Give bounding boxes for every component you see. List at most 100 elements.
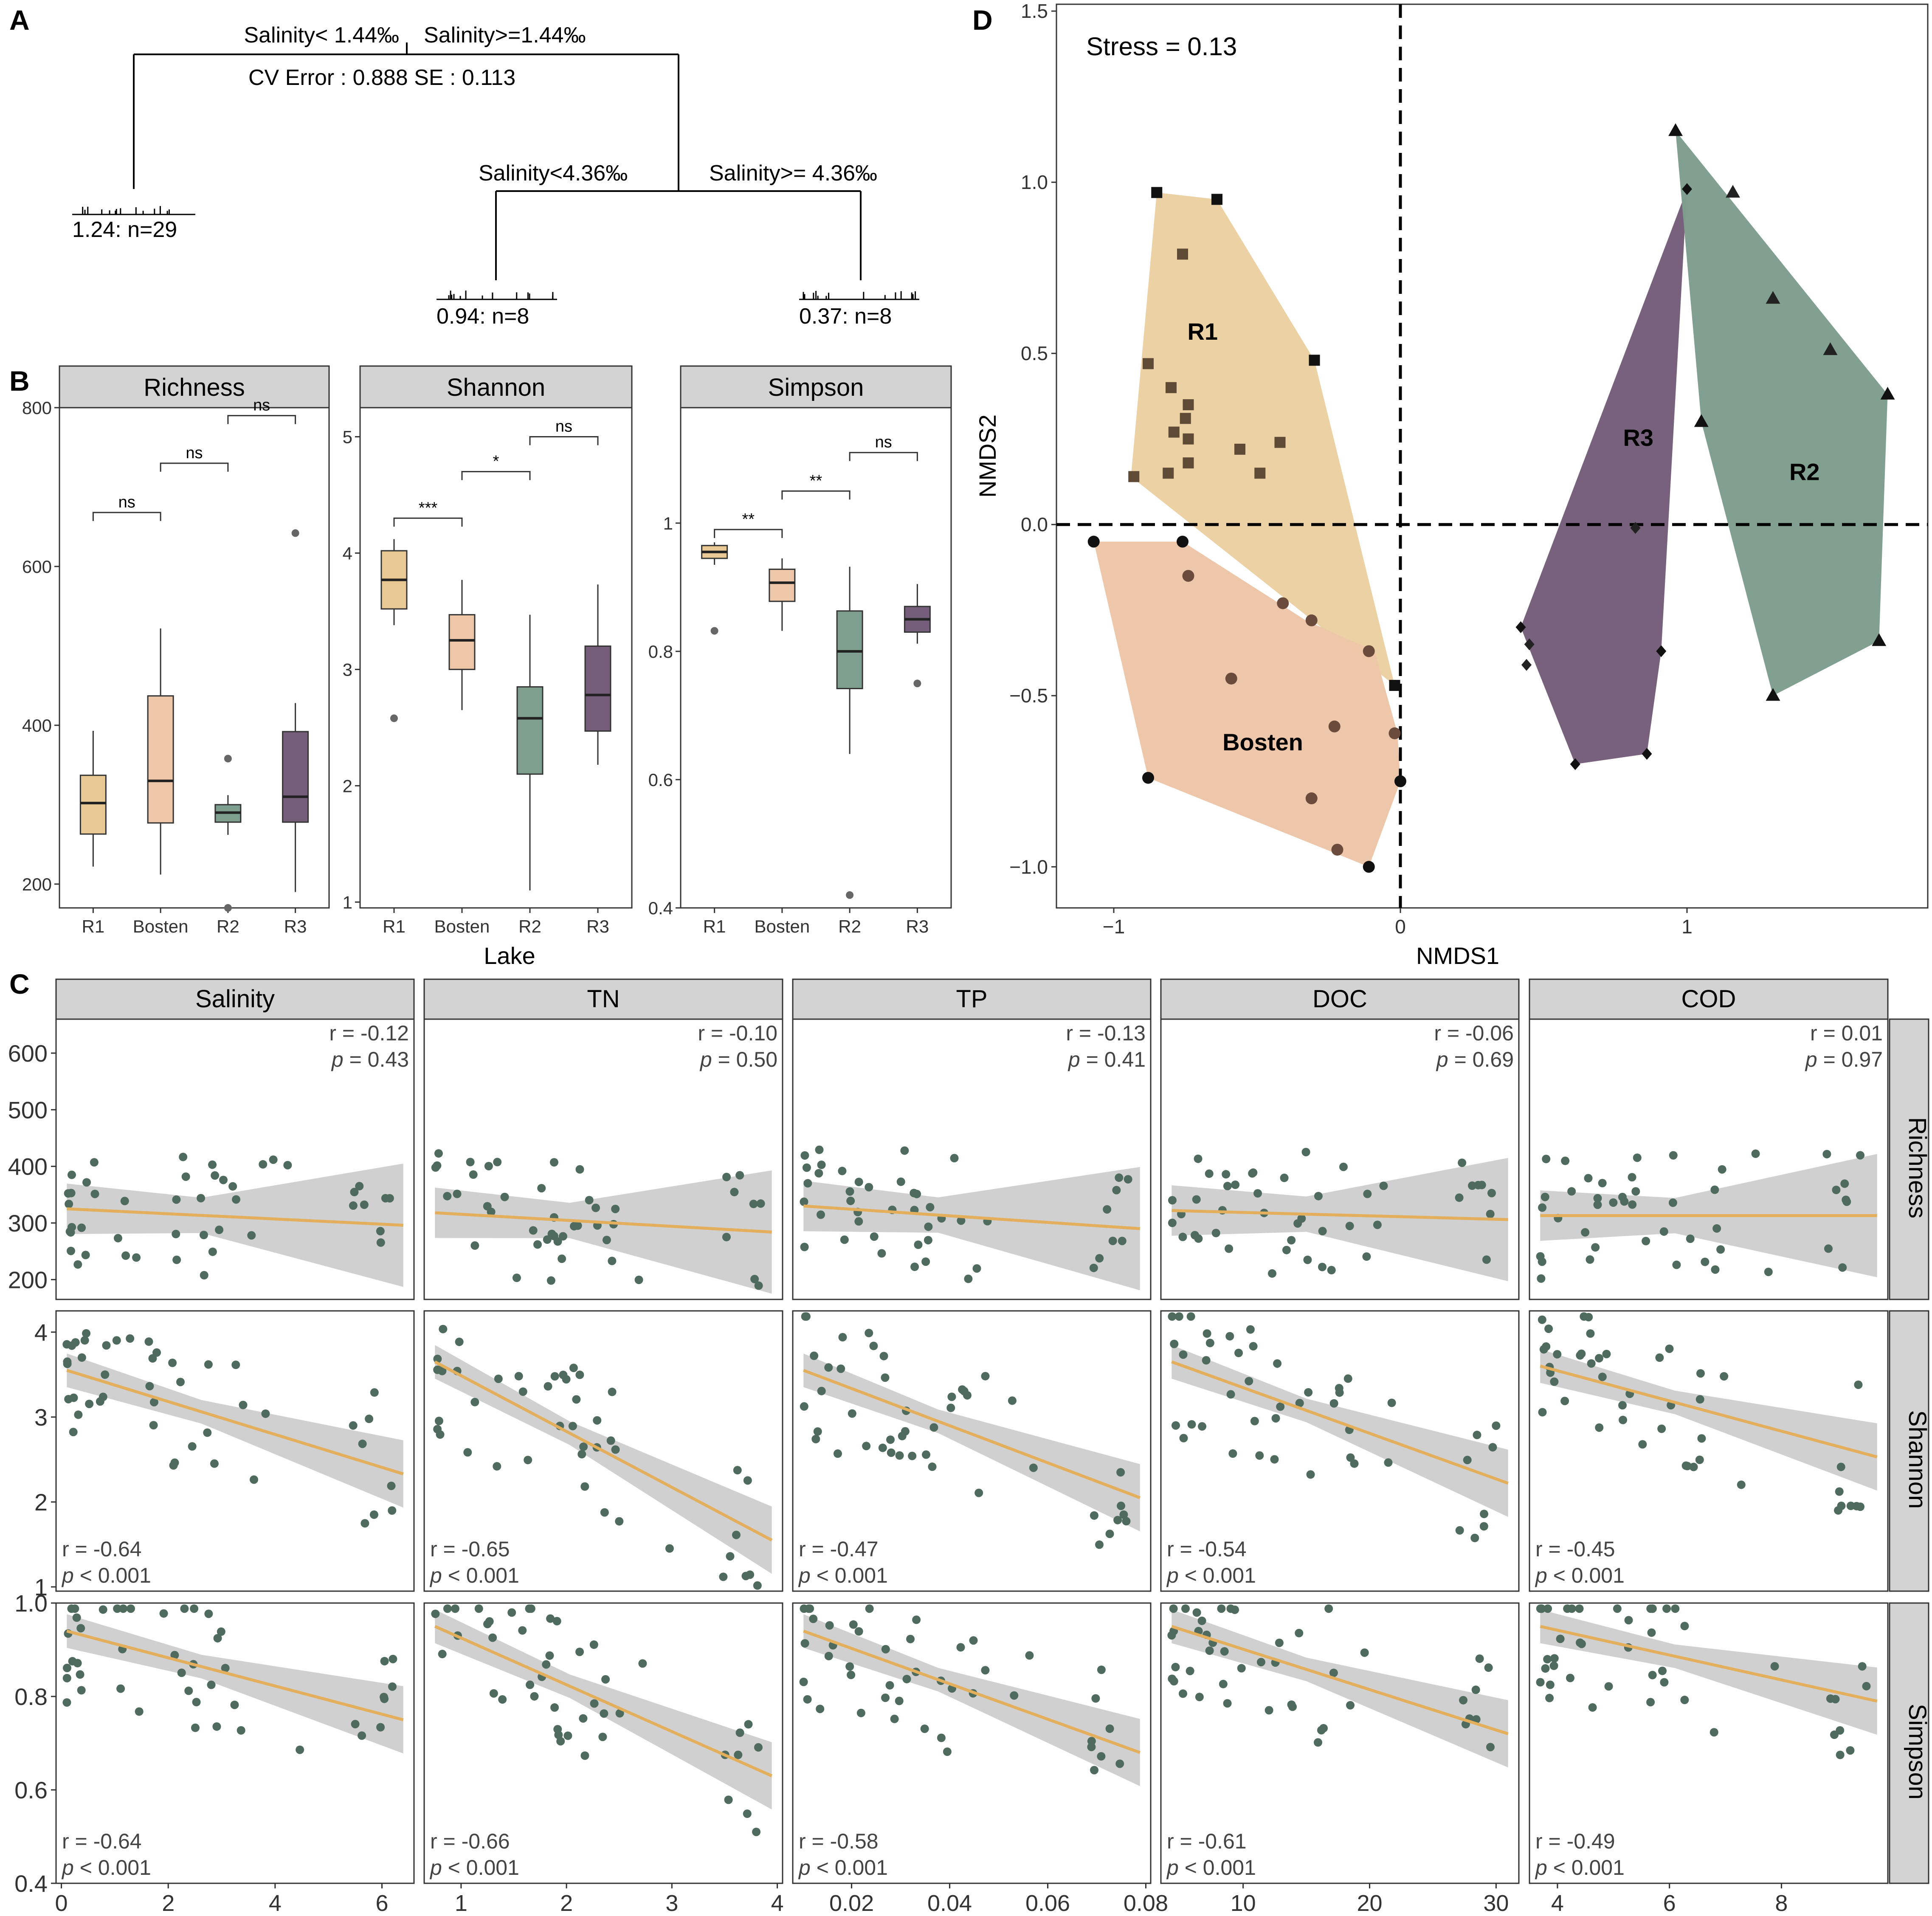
p-symbol: p <box>61 1856 74 1879</box>
data-point <box>365 1414 374 1423</box>
x-tick-label: 6 <box>375 1891 388 1916</box>
data-point <box>981 1666 990 1675</box>
data-point <box>1486 1743 1495 1752</box>
data-point <box>1541 1192 1549 1201</box>
data-point <box>1588 1703 1597 1712</box>
hull-bosten <box>1093 541 1400 867</box>
point-square <box>1183 433 1194 445</box>
column-title: TN <box>587 985 620 1013</box>
data-point <box>550 1703 559 1712</box>
data-point <box>577 1450 586 1459</box>
point-diamond <box>1642 748 1652 760</box>
data-point <box>887 1448 896 1457</box>
data-point <box>1197 1616 1206 1625</box>
data-point <box>1169 1604 1178 1613</box>
data-point <box>906 1634 915 1643</box>
data-point <box>1112 1186 1121 1195</box>
data-point <box>803 1695 812 1704</box>
data-point <box>470 1398 479 1406</box>
data-point <box>1267 1269 1276 1278</box>
point-triangle <box>1823 342 1838 355</box>
data-point <box>754 1281 763 1290</box>
x-tick-label: R3 <box>906 916 929 936</box>
data-point <box>1720 1372 1729 1381</box>
data-point <box>219 1175 228 1184</box>
data-point <box>1631 1187 1640 1196</box>
outlier-point <box>291 529 299 537</box>
y-tick-label: 3 <box>34 1404 48 1431</box>
data-point <box>1468 1181 1477 1190</box>
data-point <box>1329 1399 1338 1408</box>
data-point <box>507 1608 516 1617</box>
data-point <box>910 1262 919 1271</box>
outlier-point <box>224 755 232 763</box>
data-point <box>71 1338 80 1347</box>
data-point <box>380 1693 389 1702</box>
p-symbol: p <box>1067 1048 1080 1071</box>
data-point <box>1346 1701 1355 1710</box>
data-point <box>489 1689 498 1698</box>
data-point <box>1624 1616 1633 1625</box>
significance-bracket <box>160 462 229 472</box>
p-value: < 0.001 <box>1179 1564 1256 1587</box>
data-point <box>1689 1462 1698 1471</box>
box-r2 <box>836 610 863 689</box>
data-point <box>969 1636 978 1645</box>
data-point <box>1657 1424 1666 1433</box>
data-point <box>1248 1169 1257 1178</box>
data-point <box>524 1456 532 1465</box>
point-triangle <box>1766 688 1780 701</box>
data-point <box>1234 1349 1243 1358</box>
p-value: < 0.001 <box>74 1564 151 1587</box>
data-point <box>1604 1682 1613 1691</box>
data-point <box>946 1403 955 1412</box>
data-point <box>816 1705 825 1713</box>
data-point <box>1609 1198 1618 1207</box>
y-tick-label: 2 <box>343 776 352 796</box>
boxplot-panels: Richness 200 400 600 800 R1 Bosten R2 R3 ns ns ns Sh… <box>22 365 952 969</box>
data-point <box>937 1733 946 1742</box>
data-point <box>568 1422 577 1431</box>
data-point <box>76 1624 85 1633</box>
data-point <box>1327 1266 1336 1275</box>
data-point <box>230 1700 239 1709</box>
p-value: < 0.001 <box>1179 1856 1256 1879</box>
data-point <box>1648 1604 1657 1613</box>
data-point <box>815 1145 824 1154</box>
data-point <box>484 1162 493 1171</box>
data-point <box>1536 1678 1545 1687</box>
data-point <box>1122 1517 1131 1526</box>
data-point <box>1683 1462 1692 1471</box>
data-point <box>231 1361 240 1369</box>
data-point <box>453 1189 462 1198</box>
point-diamond <box>1515 621 1526 634</box>
confidence-band <box>1540 1349 1877 1491</box>
data-point <box>1318 1227 1327 1236</box>
p-value: = 0.69 <box>1448 1048 1514 1071</box>
data-point <box>1680 1622 1689 1631</box>
data-point <box>1834 1506 1843 1515</box>
data-point <box>1179 1350 1188 1359</box>
data-point <box>169 1461 178 1470</box>
data-point <box>1544 1324 1553 1333</box>
point-circle <box>1305 614 1318 626</box>
data-point <box>1116 1468 1125 1477</box>
data-point <box>546 1276 555 1285</box>
data-point <box>1217 1604 1226 1613</box>
group-label-bosten: Bosten <box>1222 729 1303 755</box>
data-point <box>113 1604 122 1613</box>
data-point <box>518 1387 527 1396</box>
data-point <box>1317 1726 1326 1735</box>
correlation-p: p < 0.001 <box>61 1856 151 1879</box>
facet-shannon-salinity: r = -0.64 p < 0.001 <box>55 1310 415 1592</box>
data-point <box>1655 1353 1664 1362</box>
data-point <box>838 1333 847 1342</box>
group-label-r3: R3 <box>1623 424 1653 451</box>
column-strip <box>55 978 415 1020</box>
data-point <box>1710 1185 1719 1194</box>
correlation-p: p = 0.97 <box>1805 1048 1883 1071</box>
data-point <box>1324 1604 1333 1613</box>
data-point <box>1482 1255 1491 1264</box>
point-circle <box>1331 843 1343 856</box>
data-point <box>188 1442 197 1451</box>
